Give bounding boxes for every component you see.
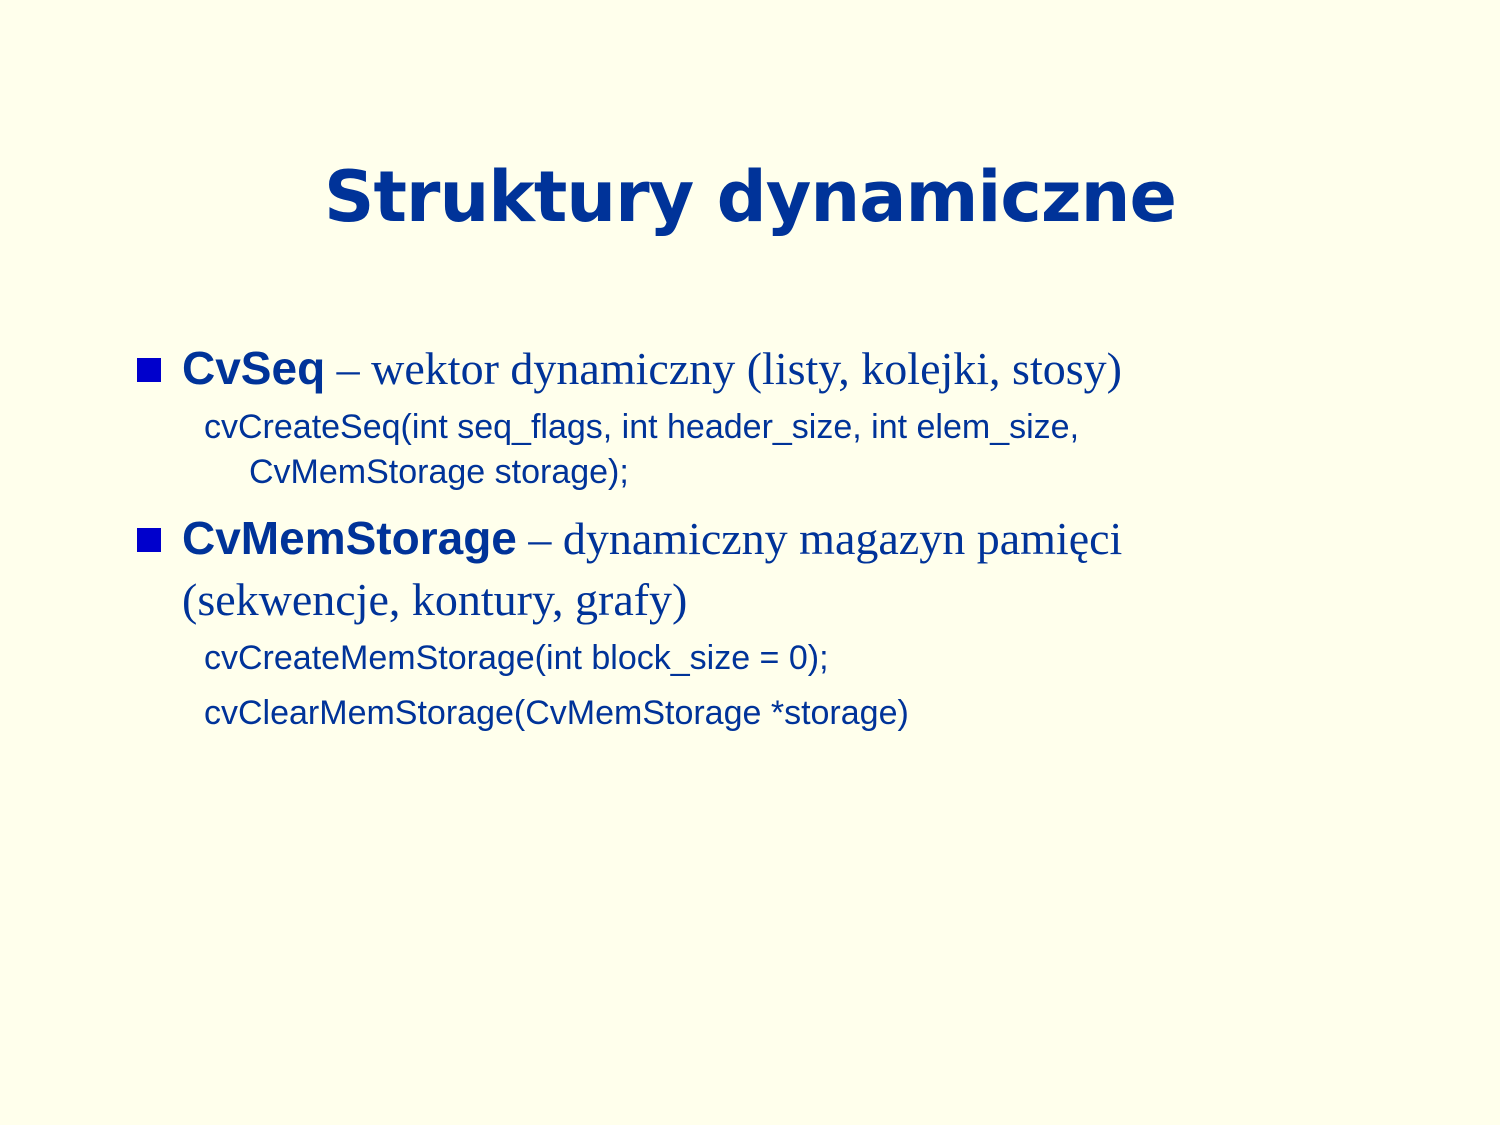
- code-line: cvCreateMemStorage(int block_size = 0);: [204, 639, 829, 677]
- bullet-item-cvmemstorage: CvMemStorage – dynamiczny magazyn pamięc…: [0, 510, 1500, 570]
- bullet-description: – dynamiczny magazyn pamięci: [516, 513, 1123, 564]
- code-line: cvClearMemStorage(CvMemStorage *storage): [204, 694, 909, 732]
- bullet-term: CvSeq: [182, 342, 326, 394]
- bullet-item-cvseq: CvSeq – wektor dynamiczny (listy, kolejk…: [0, 340, 1500, 400]
- bullet-description-continued: (sekwencje, kontury, grafy): [182, 574, 688, 625]
- bullet-term: CvMemStorage: [182, 512, 517, 564]
- code-line-continued: CvMemStorage storage);: [249, 453, 629, 491]
- bullet-description: – wektor dynamiczny (listy, kolejki, sto…: [325, 343, 1122, 394]
- square-bullet-icon: [137, 528, 161, 552]
- bullet-text: CvSeq – wektor dynamiczny (listy, kolejk…: [182, 340, 1282, 408]
- slide-title: Struktury dynamiczne: [324, 156, 1177, 238]
- square-bullet-icon: [137, 358, 161, 382]
- code-line: cvCreateSeq(int seq_flags, int header_si…: [204, 408, 1080, 446]
- bullet-text: CvMemStorage – dynamiczny magazyn pamięc…: [182, 510, 1282, 578]
